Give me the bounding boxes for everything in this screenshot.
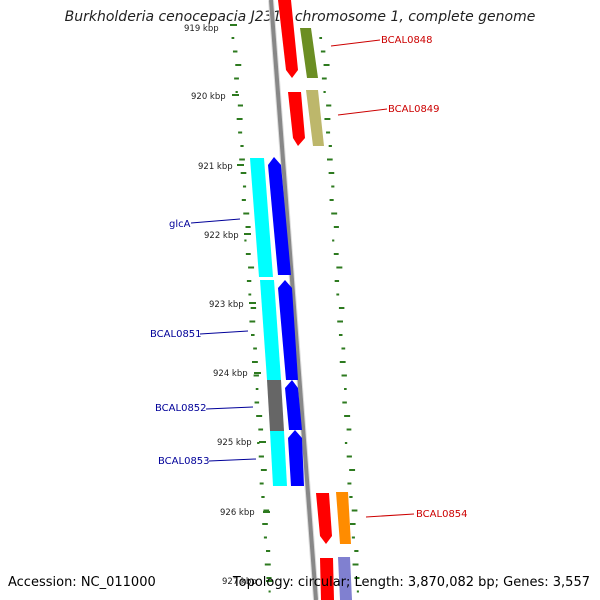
- gene-label-bcal0853[interactable]: BCAL0853: [158, 456, 210, 467]
- cds-forward: [278, 0, 334, 600]
- backbone: [268, 0, 319, 600]
- gc-content-track-left: [231, 37, 272, 593]
- cds-feature: [316, 493, 332, 544]
- accession-text: Accession: NC_011000: [8, 575, 156, 590]
- ruler-tick-label: 920 kbp: [191, 92, 226, 102]
- ruler-tick-label: 926 kbp: [220, 508, 255, 518]
- ruler-tick-label: 927 kbp: [222, 577, 257, 587]
- cog-forward: [300, 28, 352, 600]
- genome-summary-text: Topology: circular; Length: 3,870,082 bp…: [232, 575, 590, 590]
- cds-feature: [268, 157, 291, 275]
- cog-feature: [260, 280, 281, 380]
- gene-label-bcal0852[interactable]: BCAL0852: [155, 403, 207, 414]
- cds-feature: [320, 558, 334, 600]
- cog-feature: [267, 380, 284, 431]
- ruler-tick-label: 919 kbp: [184, 24, 219, 34]
- ruler-tick-label: 923 kbp: [209, 300, 244, 310]
- cds-feature: [288, 92, 305, 146]
- ruler-tick-label: 921 kbp: [198, 162, 233, 172]
- gene-label-bcal0849[interactable]: BCAL0849: [388, 104, 440, 115]
- ruler-tick-label: 922 kbp: [204, 231, 239, 241]
- gene-label-bcal0854[interactable]: BCAL0854: [416, 509, 468, 520]
- ruler-tick-label: 924 kbp: [213, 369, 248, 379]
- cog-feature: [338, 557, 352, 600]
- cds-feature: [288, 430, 304, 486]
- cds-feature: [278, 280, 298, 380]
- cog-reverse: [250, 158, 287, 486]
- cds-reverse: [268, 157, 304, 486]
- ruler-ticks: [230, 24, 273, 582]
- gene-label-bcal0851[interactable]: BCAL0851: [150, 329, 202, 340]
- label-leaders: [190, 39, 415, 518]
- ruler-tick-label: 925 kbp: [217, 438, 252, 448]
- gene-label-glca[interactable]: glcA: [169, 219, 191, 230]
- cog-feature: [270, 431, 287, 486]
- cds-feature: [278, 0, 298, 78]
- cog-feature: [250, 158, 273, 277]
- cog-feature: [306, 90, 324, 146]
- map-title: Burkholderia cenocepacia J2315 chromosom…: [64, 9, 536, 25]
- cog-feature: [300, 28, 318, 78]
- gc-content-track-right: [319, 37, 360, 593]
- gene-label-bcal0848[interactable]: BCAL0848: [381, 35, 433, 46]
- cds-feature: [285, 380, 302, 430]
- cog-feature: [336, 492, 351, 544]
